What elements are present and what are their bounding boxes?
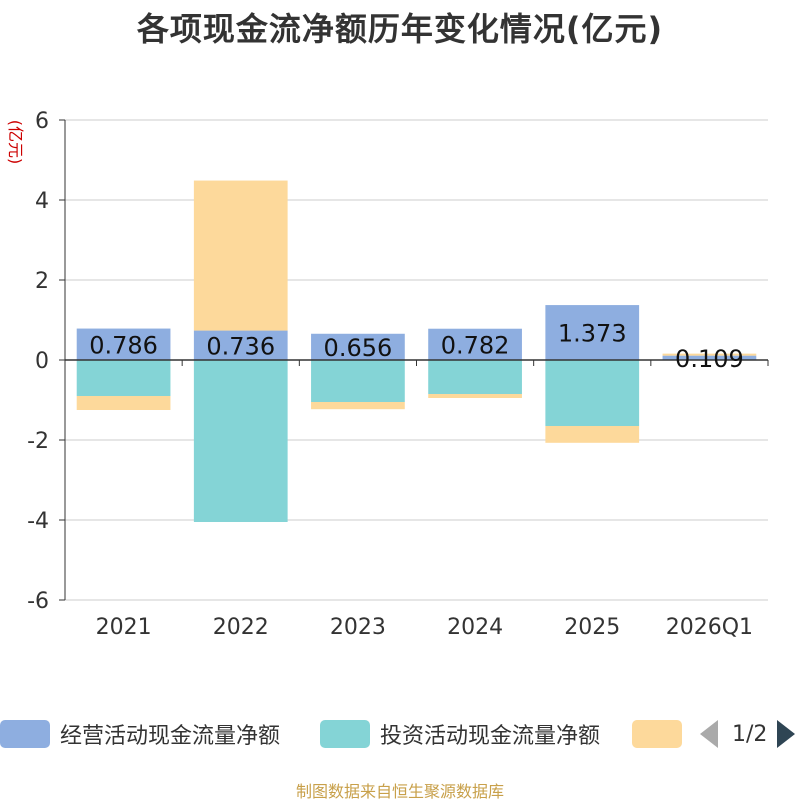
bar-operating-2026Q1 — [662, 355, 757, 360]
x-tick-label: 2026Q1 — [666, 615, 753, 640]
legend-item-financing[interactable] — [632, 720, 682, 748]
x-tick-label: 2024 — [447, 615, 503, 640]
bar-financing-2024 — [428, 394, 522, 398]
data-label-operating: 0.656 — [324, 334, 393, 362]
bar-operating-2021 — [76, 328, 171, 360]
y-tick-label: -4 — [27, 509, 49, 534]
bar-financing-2026Q1 — [662, 353, 757, 356]
bar-financing-2023 — [311, 402, 405, 410]
x-tick-label: 2022 — [213, 615, 269, 640]
data-label-operating: 0.736 — [206, 332, 275, 360]
bar-operating-2023 — [311, 333, 405, 360]
y-tick-label: 0 — [35, 349, 49, 374]
bar-operating-2022 — [193, 330, 288, 360]
bar-investing-2021 — [76, 360, 171, 396]
legend-swatch-financing — [632, 720, 682, 748]
cashflow-chart: 6 4 2 0 -2 -4 -6 (亿元) 2021 2022 2023 2024 2025 2026Q1… — [6, 109, 769, 640]
legend-label-operating: 经营活动现金流量净额 — [60, 724, 281, 749]
legend-item-operating[interactable]: 经营活动现金流量净额 — [0, 720, 281, 749]
legend: 经营活动现金流量净额 投资活动现金流量净额 1/2 — [0, 712, 800, 756]
bar-investing-2024 — [428, 360, 522, 394]
legend-page-indicator: 1/2 — [732, 721, 768, 747]
legend-pager: 1/2 — [700, 720, 796, 748]
data-label-operating: 0.109 — [675, 345, 744, 373]
bar-investing-2025 — [545, 360, 640, 426]
data-label-operating: 0.786 — [89, 331, 158, 359]
x-tick-label: 2025 — [564, 615, 620, 640]
y-tick-label: -6 — [27, 589, 49, 614]
bar-investing-2023 — [311, 360, 405, 402]
legend-swatch-operating — [0, 720, 50, 748]
bar-operating-2024 — [428, 328, 522, 360]
legend-prev-icon[interactable] — [700, 720, 718, 748]
y-axis-unit-label: (亿元) — [6, 120, 25, 165]
legend-label-investing: 投资活动现金流量净额 — [380, 724, 601, 749]
y-tick-label: -2 — [27, 429, 49, 454]
bar-financing-2022 — [193, 180, 288, 331]
legend-next-icon[interactable] — [777, 720, 796, 748]
chart-title: 各项现金流净额历年变化情况(亿元) — [136, 10, 664, 48]
bar-financing-2021 — [76, 396, 171, 410]
legend-item-investing[interactable]: 投资活动现金流量净额 — [320, 720, 601, 749]
y-tick-label: 6 — [35, 109, 49, 134]
legend-swatch-investing — [320, 720, 370, 748]
bar-financing-2025 — [545, 426, 640, 443]
x-tick-label: 2021 — [96, 615, 152, 640]
source-footer: 制图数据来自恒生聚源数据库 — [295, 782, 504, 801]
bar-operating-2025 — [545, 305, 640, 360]
x-tick-label: 2023 — [330, 615, 386, 640]
y-tick-label: 4 — [35, 189, 49, 214]
data-label-operating: 0.782 — [441, 331, 510, 359]
bar-investing-2022 — [193, 360, 288, 522]
data-label-operating: 1.373 — [558, 320, 627, 348]
y-tick-label: 2 — [35, 269, 49, 294]
